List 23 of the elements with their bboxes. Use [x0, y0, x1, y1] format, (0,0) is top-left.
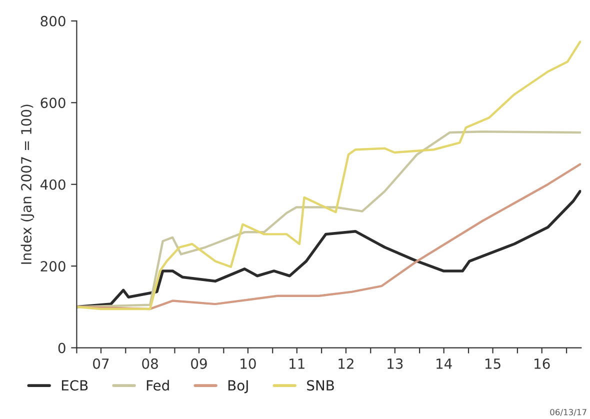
x-tick-label: 13 [388, 358, 403, 369]
legend-label: Fed [146, 380, 169, 391]
line-series [76, 40, 582, 310]
x-tick-label: 16 [534, 358, 550, 369]
x-tick-label: 10 [240, 358, 256, 369]
y-tick-label: 0 [58, 342, 66, 354]
y-tick-label: 600 [40, 98, 66, 108]
x-tick-label: 09 [191, 358, 207, 369]
y-tick-label: 200 [40, 261, 66, 272]
x-tick-label: 07 [93, 358, 109, 369]
line-series [76, 130, 582, 308]
x-tick-label: 12 [338, 358, 354, 369]
x-tick-label: 11 [290, 358, 304, 369]
y-axis-title: Index (Jan 2007 = 100) [20, 104, 34, 264]
legend-label: SNB [307, 380, 334, 391]
x-tick-label: 14 [436, 358, 452, 369]
x-tick-label: 08 [142, 358, 158, 369]
legend-label: ECB [62, 380, 88, 391]
x-tick-label: 15 [485, 358, 500, 369]
text: 06/13/17 [550, 408, 586, 416]
legend-label: BoJ [228, 380, 248, 394]
y-tick-label: 800 [40, 16, 66, 26]
y-tick-label: 400 [40, 179, 66, 190]
